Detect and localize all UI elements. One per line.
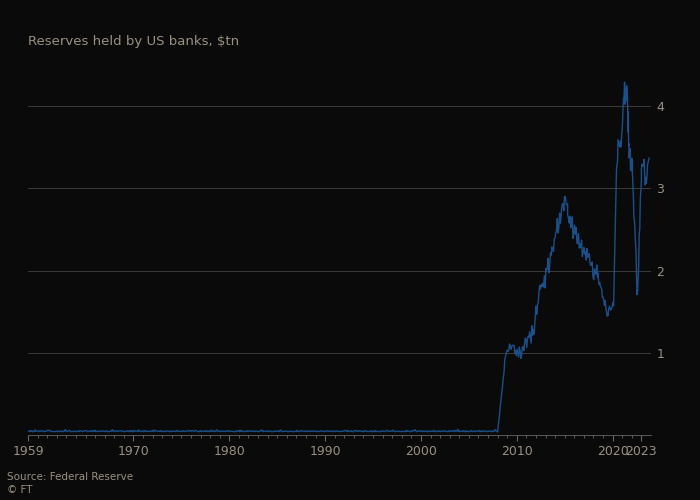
Text: Reserves held by US banks, $tn: Reserves held by US banks, $tn — [28, 36, 239, 49]
Text: Source: Federal Reserve
© FT: Source: Federal Reserve © FT — [7, 472, 133, 495]
